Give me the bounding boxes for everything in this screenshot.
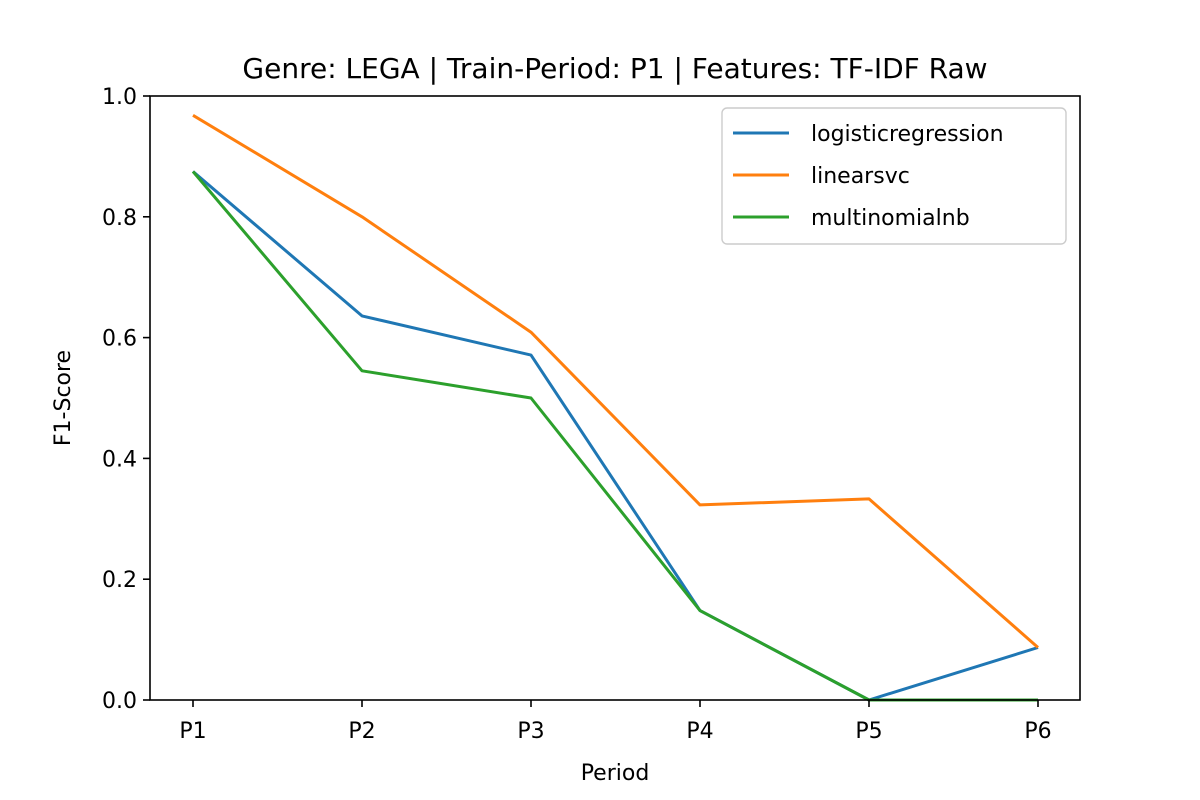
y-tick-label: 0.2 [102, 568, 137, 593]
y-tick-label: 1.0 [102, 85, 137, 110]
x-tick-label: P1 [179, 719, 206, 744]
x-tick-label: P4 [686, 719, 713, 744]
series-line-linearsvc [192, 114, 1039, 649]
x-axis: P1 P2 P3 P4 P5 P6 [179, 700, 1052, 744]
y-tick-label: 0.0 [102, 689, 137, 714]
y-tick-label: 0.6 [102, 327, 137, 352]
x-tick-label: P6 [1024, 719, 1051, 744]
legend: logisticregression linearsvc multinomialnb [721, 107, 1067, 245]
y-axis: 0.0 0.2 0.4 0.6 0.8 1.0 [102, 85, 150, 714]
x-tick-label: P2 [348, 719, 375, 744]
x-axis-title: Period [581, 761, 650, 786]
x-tick-label: P3 [517, 719, 544, 744]
x-tick-label: P5 [855, 719, 882, 744]
legend-label-linearsvc: linearsvc [811, 164, 910, 189]
y-tick-label: 0.8 [102, 206, 137, 231]
plot-frame [149, 95, 1081, 701]
series-line-logisticregression [192, 170, 1039, 702]
legend-box [721, 107, 1067, 245]
chart-title: Genre: LEGA | Train-Period: P1 | Feature… [242, 52, 987, 85]
y-axis-title: F1-Score [51, 350, 76, 446]
legend-label-multinomialnb: multinomialnb [811, 206, 970, 231]
legend-label-logisticregression: logisticregression [811, 122, 1004, 147]
y-tick-label: 0.4 [102, 447, 137, 472]
